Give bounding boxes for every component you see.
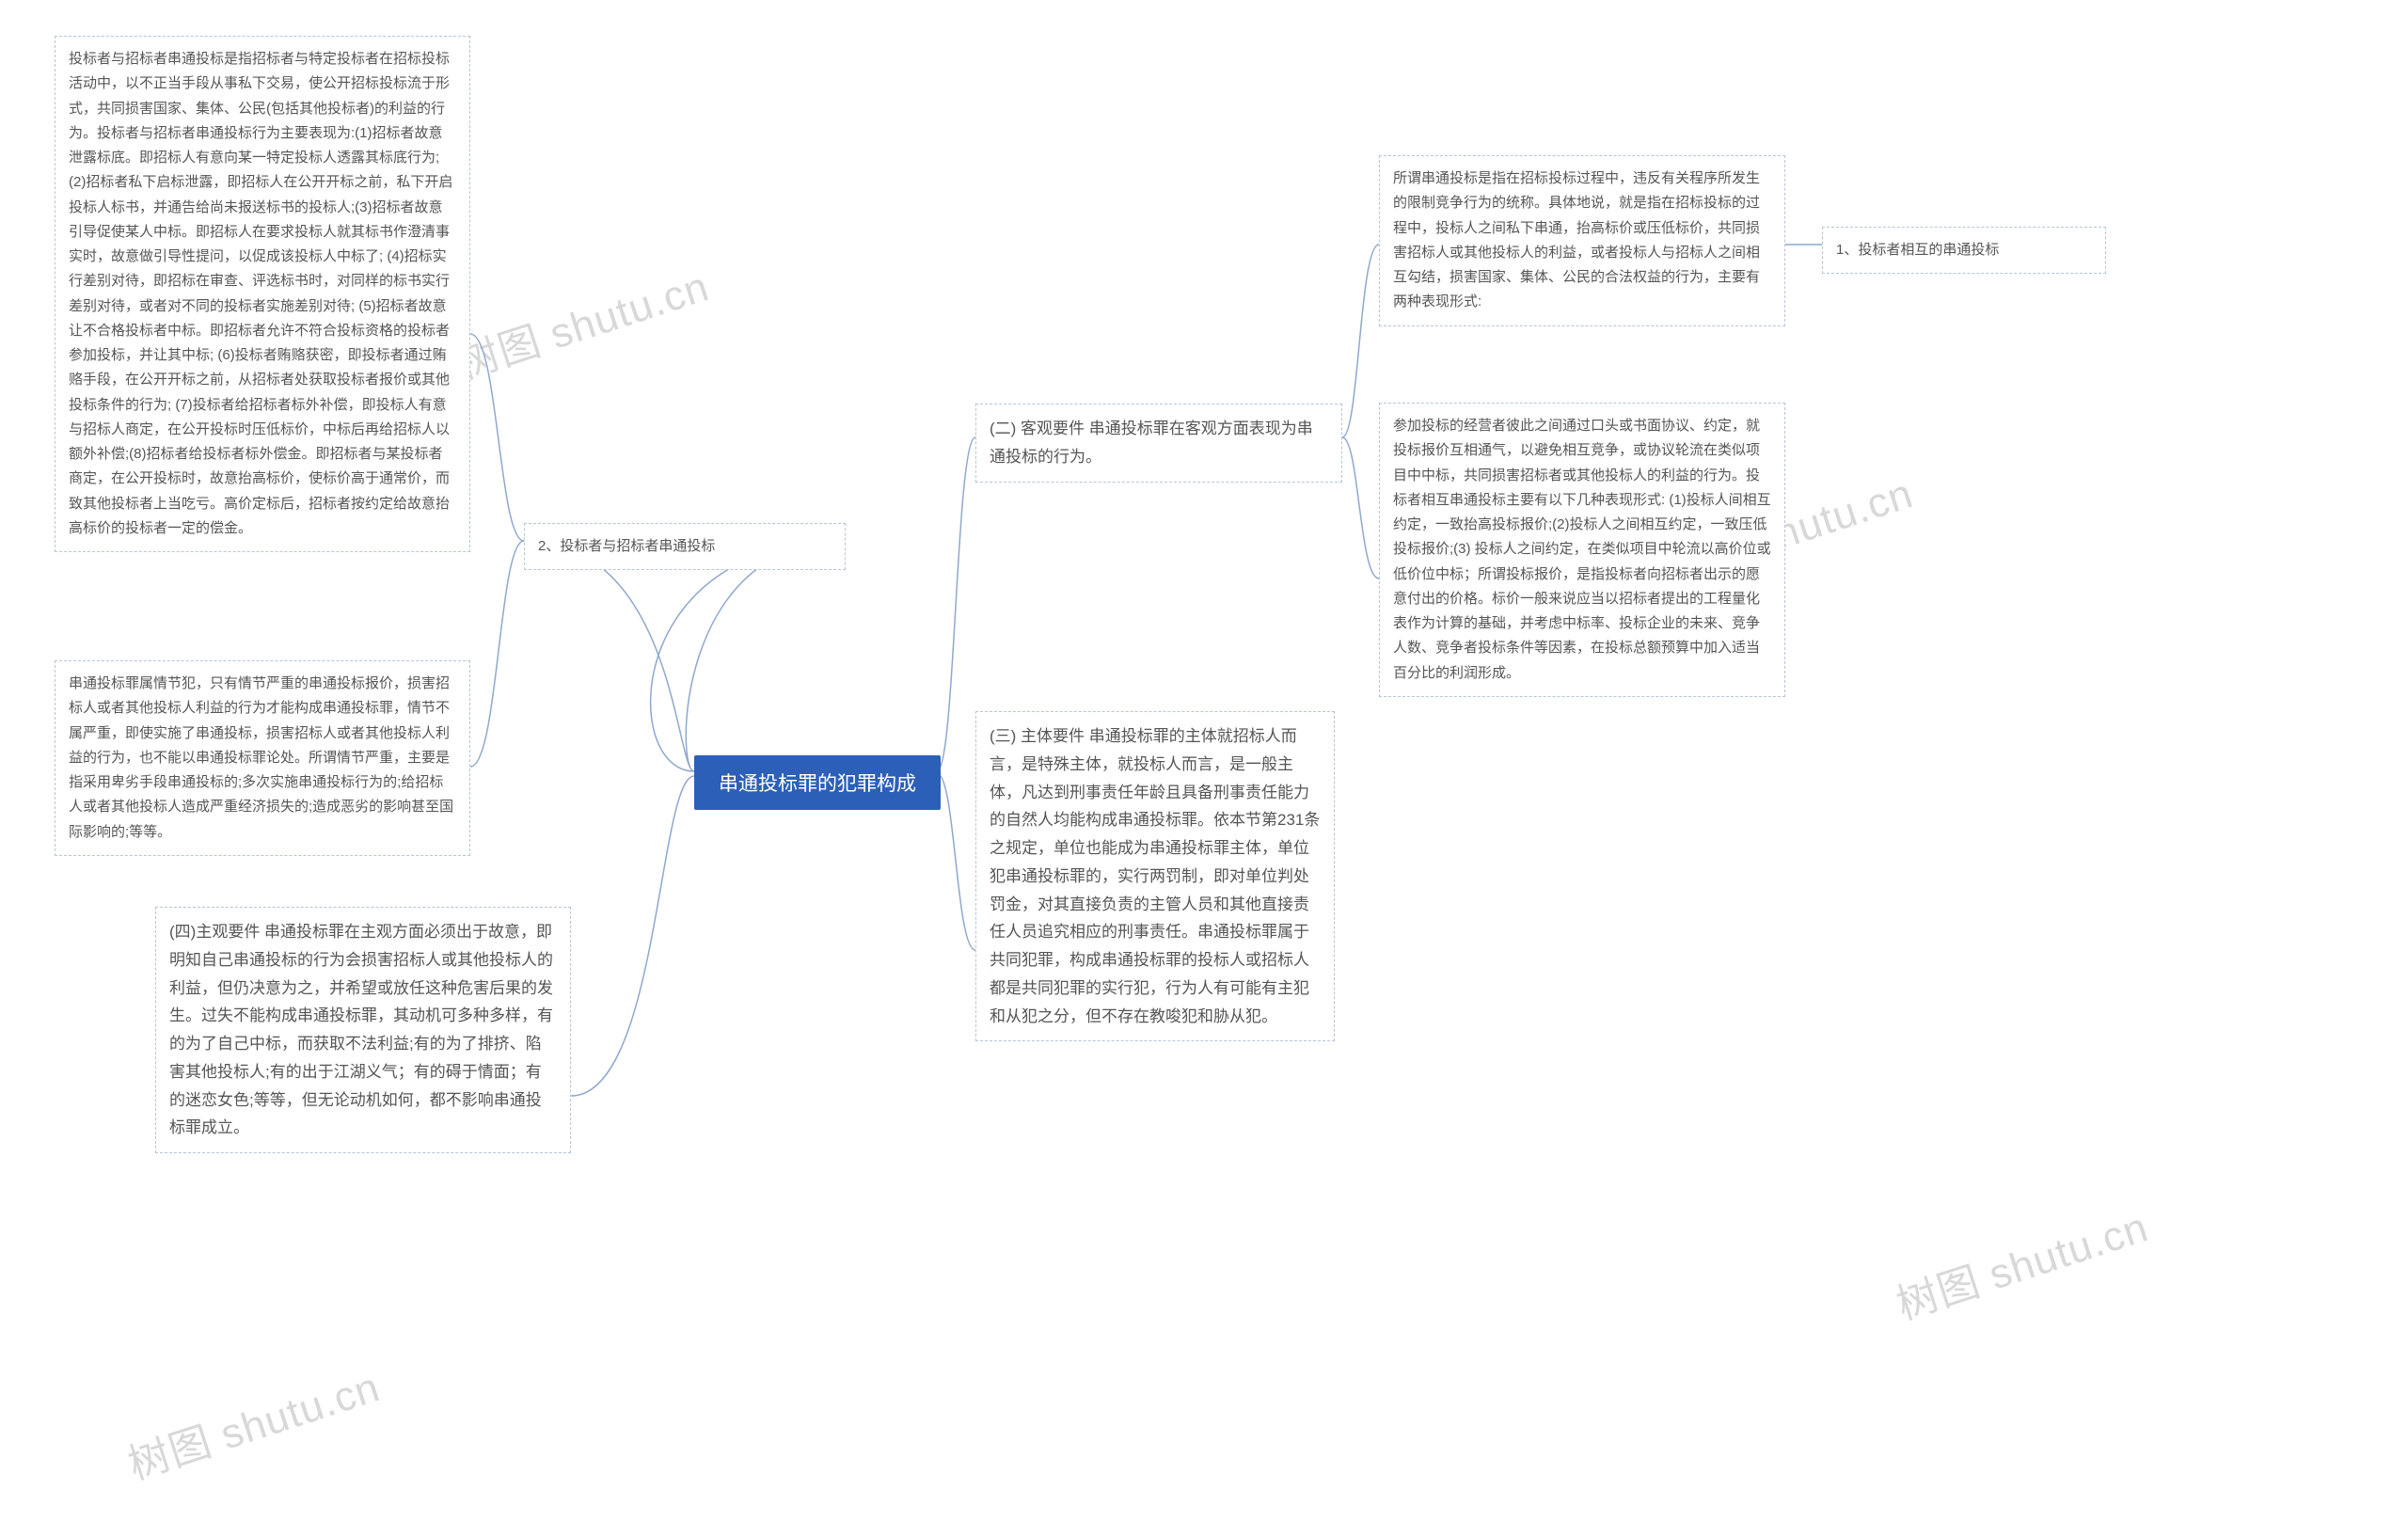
circumstance-box: 串通投标罪属情节犯，只有情节严重的串通投标报价，损害招标人或者其他投标人利益的行… bbox=[55, 660, 470, 856]
watermark: 树图 shutu.cn bbox=[119, 1354, 387, 1492]
subject-element-box: (三) 主体要件 串通投标罪的主体就招标人而言，是特殊主体，就投标人而言，是一般… bbox=[975, 711, 1335, 1041]
center-node: 串通投标罪的犯罪构成 bbox=[694, 755, 941, 810]
item2-label-box: 2、投标者与招标者串通投标 bbox=[524, 523, 846, 570]
objective-definition-box: 所谓串通投标是指在招标投标过程中，违反有关程序所发生的限制竞争行为的统称。具体地… bbox=[1379, 155, 1785, 326]
objective-label-box: (二) 客观要件 串通投标罪在客观方面表现为串通投标的行为。 bbox=[975, 404, 1342, 483]
watermark: 树图 shutu.cn bbox=[449, 253, 716, 391]
watermark: 树图 shutu.cn bbox=[1888, 1194, 2155, 1332]
item1-label-box: 1、投标者相互的串通投标 bbox=[1822, 227, 2106, 274]
participation-detail-box: 参加投标的经营者彼此之间通过口头或书面协议、约定，就投标报价互相通气，以避免相互… bbox=[1379, 403, 1785, 697]
subjective-element-box: (四)主观要件 串通投标罪在主观方面必须出于故意，即明知自己串通投标的行为会损害… bbox=[155, 907, 571, 1153]
item2-detail-box: 投标者与招标者串通投标是指招标者与特定投标者在招标投标活动中，以不正当手段从事私… bbox=[55, 36, 470, 552]
